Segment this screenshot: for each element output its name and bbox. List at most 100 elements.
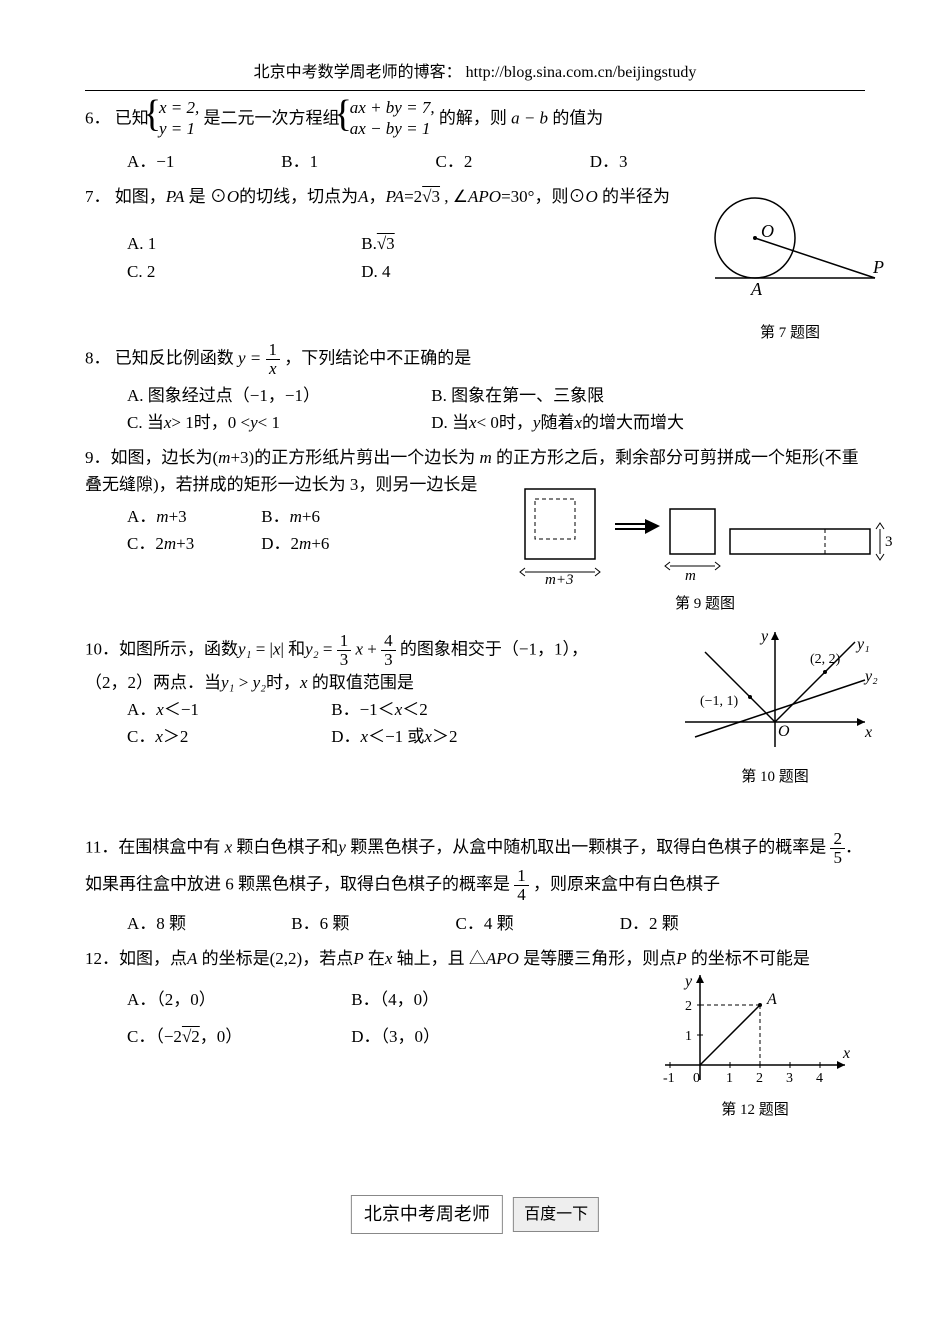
q8-fn: 1 — [266, 341, 281, 360]
search-button[interactable]: 百度一下 — [513, 1197, 599, 1233]
q11-optA: A．8 颗 — [127, 910, 287, 937]
q9-a1: m — [156, 503, 168, 530]
q10-figure: (−1, 1) (2, 2) O x y y₁ y₂ 第 10 题图 — [665, 627, 885, 789]
svg-text:4: 4 — [816, 1071, 823, 1086]
q9-b1: m — [290, 503, 302, 530]
q9-d0: D．2 — [261, 530, 299, 557]
svg-text:y₂: y₂ — [863, 668, 878, 685]
q12-num: 12． — [85, 949, 119, 968]
q9-figcap: 第 9 题图 — [515, 592, 895, 616]
header-prefix: 北京中考数学周老师的博客： — [254, 64, 462, 81]
q10-fr2n: 4 — [381, 632, 396, 651]
q7-t6: , ∠ — [440, 187, 468, 206]
svg-text:P: P — [872, 257, 884, 277]
svg-text:m: m — [685, 568, 696, 584]
q12-APO: APO — [486, 949, 519, 968]
q9-c2: +3 — [176, 530, 194, 557]
q12-t4: 轴上，且 △ — [392, 949, 486, 968]
q9-b0: B． — [261, 503, 289, 530]
q10-l2b: 时， — [266, 673, 300, 692]
q10-b2: ＜2 — [402, 696, 428, 723]
search-text[interactable]: 北京中考周老师 — [351, 1195, 503, 1234]
q8-optA: A. 图象经过点（−1，−1） — [127, 382, 427, 409]
q11-t2: 颗白色棋子和 — [232, 838, 338, 857]
q10-d0: D． — [331, 723, 360, 750]
q10-y2b: y₂ — [253, 673, 266, 692]
q10-fr1n: 1 — [337, 632, 352, 651]
header-link[interactable]: http://blog.sina.com.cn/beijingstudy — [466, 64, 697, 81]
q10-fr2d: 3 — [381, 651, 396, 669]
q10-a2: ＜−1 — [164, 696, 199, 723]
q11-fr2n: 1 — [514, 867, 529, 886]
q8-cx: x — [164, 409, 172, 436]
q12-optA: A．（2，0） — [127, 986, 347, 1013]
q9-a2: +3 — [169, 503, 187, 530]
q12-t2: 的坐标是(2,2)，若点 — [197, 949, 353, 968]
q11-fr2d: 4 — [514, 886, 529, 904]
q6-mid2: 的解，则 — [439, 108, 507, 127]
svg-text:O: O — [761, 221, 774, 241]
q8-c3: < 1 — [258, 409, 280, 436]
question-7: 7． 如图，PA 是 ⊙O的切线，切点为A，PA=2√3 , ∠APO=30°，… — [85, 183, 865, 333]
q10-c2: ＞2 — [163, 723, 189, 750]
svg-text:m+3: m+3 — [545, 572, 573, 588]
q11-fr1n: 2 — [830, 830, 845, 849]
q10-t3: | 和 — [281, 640, 306, 659]
q10-xb: x — [300, 673, 308, 692]
q10-optD: D．x＜−1 或 x＞2 — [331, 723, 457, 750]
q11-y: y — [338, 838, 346, 857]
q9-c1: m — [164, 530, 176, 557]
svg-text:3: 3 — [786, 1071, 793, 1086]
q7-t4: ， — [369, 187, 386, 206]
svg-text:1: 1 — [685, 1029, 692, 1044]
svg-text:y₁: y₁ — [855, 636, 870, 653]
q12-P2: P — [676, 949, 686, 968]
q9-optA: A．m+3 — [127, 503, 257, 530]
question-11: 11．在围棋盒中有 x 颗白色棋子和y 颗黑色棋子，从盒中随机取出一颗棋子，取得… — [85, 830, 865, 937]
q10-t4: = — [319, 640, 337, 659]
q9-a0: A． — [127, 503, 156, 530]
svg-text:A: A — [766, 991, 777, 1008]
q10-a0: A． — [127, 696, 156, 723]
q9-optB: B．m+6 — [261, 503, 320, 530]
q10-fr1: 13 — [337, 632, 352, 669]
q8-t1: 已知反比例函数 — [115, 348, 238, 367]
q7-t8: 的半径为 — [598, 187, 670, 206]
q10-fr1d: 3 — [337, 651, 352, 669]
q8-d4: 的增大而增大 — [582, 409, 684, 436]
q10-c1: x — [155, 723, 163, 750]
q7-o2: O — [585, 187, 597, 206]
search-widget: 北京中考周老师 百度一下 — [351, 1195, 599, 1234]
q11-num: 11． — [85, 838, 118, 857]
q7-t2: 是 ⊙ — [184, 187, 227, 206]
q6-mid1: 是二元一次方程组 — [204, 108, 340, 127]
q9-c0: C．2 — [127, 530, 164, 557]
svg-text:O: O — [778, 723, 790, 740]
q11-l2b: ，则原来盒中有白色棋子 — [533, 874, 720, 893]
question-8: 8． 已知反比例函数 y = 1x ，下列结论中不正确的是 A. 图象经过点（−… — [85, 341, 865, 436]
q7-optB-pre: B. — [361, 230, 377, 257]
q7-optB-r: √3 — [377, 230, 395, 257]
q10-b1: x — [395, 696, 403, 723]
q11-optD: D．2 颗 — [620, 910, 679, 937]
q10-a1: x — [156, 696, 164, 723]
q10-d4: ＞2 — [432, 723, 458, 750]
q7-num: 7． — [85, 187, 111, 206]
q6-system1: { x = 2,y = 1 — [153, 97, 199, 142]
q8-d1: D. 当 — [431, 409, 469, 436]
q10-figcap: 第 10 题图 — [665, 765, 885, 789]
q7-optD: D. 4 — [361, 258, 390, 285]
q8-t2: ，下列结论中不正确的是 — [284, 348, 471, 367]
q7-t5: =2 — [404, 187, 422, 206]
q7-apo: APO — [468, 187, 501, 206]
q8-optD: D. 当x < 0时，y 随着x 的增大而增大 — [431, 409, 684, 436]
q10-l2a: （2，2）两点．当 — [85, 673, 221, 692]
q8-frac: 1x — [266, 341, 281, 378]
svg-text:0: 0 — [693, 1071, 700, 1086]
q11-optC: C．4 颗 — [456, 910, 616, 937]
q12-c2: ，0） — [200, 1023, 243, 1050]
q10-c0: C． — [127, 723, 155, 750]
q8-fd: x — [266, 360, 281, 378]
q10-t5: 的图象相交于（−1，1）， — [400, 640, 588, 659]
svg-text:1: 1 — [726, 1071, 733, 1086]
